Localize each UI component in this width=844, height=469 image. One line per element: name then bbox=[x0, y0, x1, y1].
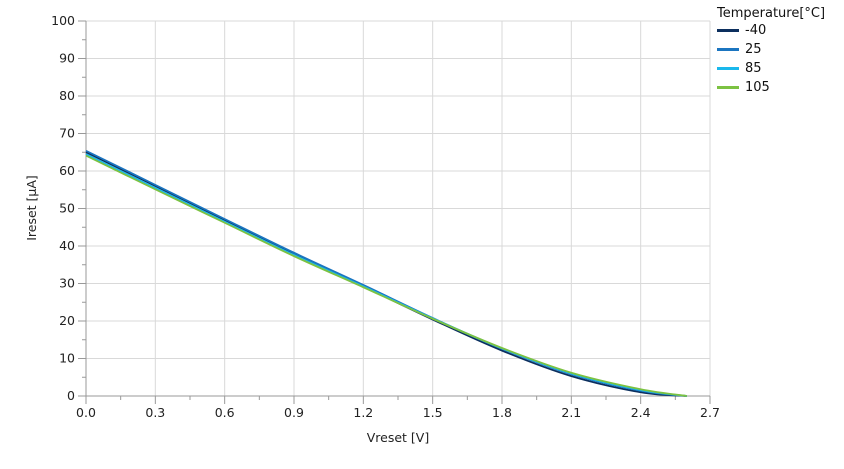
series-line-25 bbox=[85, 149, 687, 397]
legend-item: 85 bbox=[717, 59, 825, 78]
x-tick-label: 2.7 bbox=[700, 405, 720, 420]
legend-swatch bbox=[717, 67, 739, 70]
y-tick-label: 90 bbox=[59, 51, 75, 66]
series-line-105 bbox=[85, 154, 688, 397]
y-tick-label: 100 bbox=[51, 13, 75, 28]
series-lines bbox=[85, 149, 688, 397]
x-tick-label: 1.5 bbox=[423, 405, 443, 420]
x-tick-label: 0.6 bbox=[215, 405, 235, 420]
legend-item: 105 bbox=[717, 78, 825, 97]
series-line--40 bbox=[85, 151, 687, 397]
grid bbox=[86, 20, 711, 396]
x-axis-label: Vreset [V] bbox=[367, 430, 430, 445]
y-axis-label: Ireset [µA] bbox=[24, 175, 39, 241]
x-tick-label: 1.2 bbox=[353, 405, 373, 420]
y-tick-label: 10 bbox=[59, 351, 75, 366]
y-tick-label: 40 bbox=[59, 238, 75, 253]
x-tick-label: 1.8 bbox=[492, 405, 512, 420]
y-tick-label: 50 bbox=[59, 201, 75, 216]
legend: Temperature[°C] -40 25 85 105 bbox=[717, 6, 825, 97]
x-tick-label: 0.3 bbox=[145, 405, 165, 420]
legend-item: 25 bbox=[717, 40, 825, 59]
legend-title: Temperature[°C] bbox=[717, 6, 826, 21]
legend-item: -40 bbox=[717, 21, 825, 40]
legend-label: -40 bbox=[745, 23, 767, 38]
y-tick-label: 30 bbox=[59, 276, 75, 291]
legend-swatch bbox=[717, 86, 739, 89]
legend-label: 25 bbox=[745, 42, 762, 57]
legend-label: 105 bbox=[745, 80, 770, 95]
y-tick-label: 0 bbox=[67, 388, 75, 403]
x-tick-label: 0.9 bbox=[284, 405, 304, 420]
x-tick-label: 2.1 bbox=[561, 405, 581, 420]
x-tick-label: 2.4 bbox=[631, 405, 651, 420]
y-tick-label: 70 bbox=[59, 126, 75, 141]
y-tick-label: 60 bbox=[59, 163, 75, 178]
x-tick-label: 0.0 bbox=[76, 405, 96, 420]
legend-swatch bbox=[717, 48, 739, 51]
series-line-85 bbox=[85, 153, 688, 397]
legend-label: 85 bbox=[745, 61, 762, 76]
y-tick-label: 80 bbox=[59, 88, 75, 103]
axes: 0.0 0.3 0.6 0.9 1.2 1.5 1.8 2.1 2.4 2.7 0 10 20 30 40 5… bbox=[51, 13, 720, 420]
legend-swatch bbox=[717, 29, 739, 32]
y-tick-label: 20 bbox=[59, 313, 75, 328]
